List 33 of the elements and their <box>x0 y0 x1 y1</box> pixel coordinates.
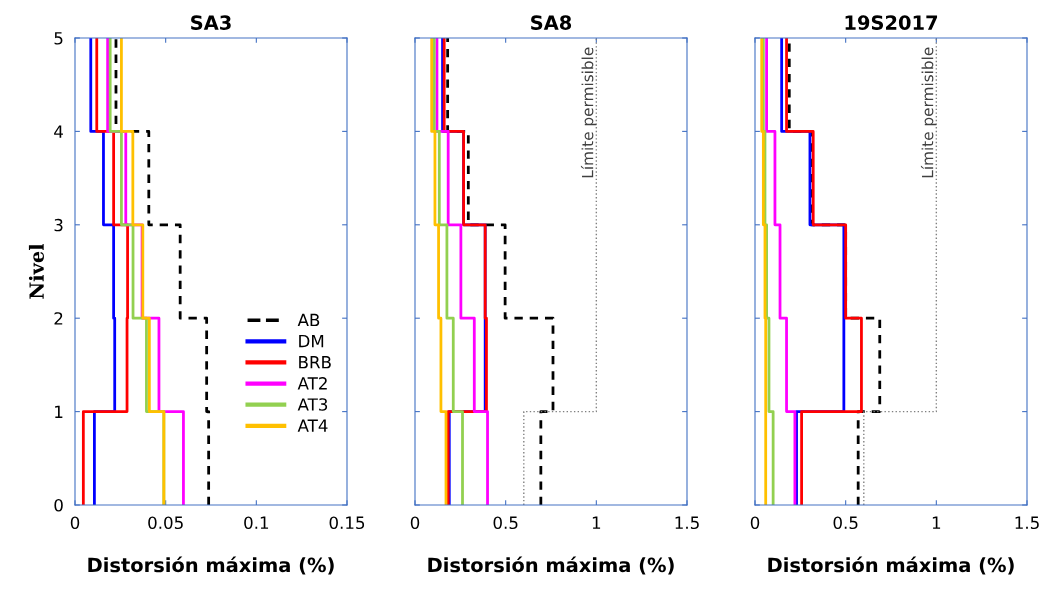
chart-title: 19S2017 <box>845 15 938 30</box>
x-tick-label: 1 <box>592 516 601 529</box>
x-tick-label: 0.5 <box>493 516 518 530</box>
legend-label: BRB <box>299 356 331 369</box>
legend-label: AT4 <box>297 419 328 432</box>
x-tick-label: 0 <box>70 516 80 530</box>
x-axis-title: Distorsión máxima (%) <box>88 556 334 575</box>
x-axis-title: Distorsión máxima (%) <box>428 556 674 575</box>
y-tick-label: 2 <box>54 312 63 325</box>
chart-title: SA8 <box>531 15 572 30</box>
x-tick-label: 1.5 <box>675 516 699 530</box>
y-tick-label: 4 <box>54 125 63 138</box>
x-tick-label: 0.15 <box>329 516 365 530</box>
legend-label: AT3 <box>297 398 328 411</box>
chart-title: SA3 <box>191 15 231 30</box>
text: Límite permisible <box>580 47 597 178</box>
x-tick-label: 0.1 <box>244 516 269 530</box>
x-tick-label: 1.5 <box>1015 516 1039 530</box>
x-axis-title: Distorsión máxima (%) <box>768 556 1014 575</box>
x-tick-label: 1 <box>932 516 941 529</box>
x-tick-label: 0.05 <box>148 516 183 530</box>
legend-label: AB <box>297 313 320 327</box>
y-tick-label: 1 <box>55 405 63 418</box>
y-tick-label: 5 <box>54 32 63 45</box>
legend-label: AT2 <box>297 377 327 390</box>
x-tick-label: 0 <box>410 516 420 530</box>
x-tick-label: 0 <box>750 516 760 530</box>
y-axis-title: Nivel <box>28 243 44 299</box>
y-tick-label: 0 <box>54 498 63 512</box>
x-tick-label: 0.5 <box>833 516 858 530</box>
text: Límite permisible <box>920 47 937 178</box>
y-tick-label: 3 <box>54 218 63 232</box>
legend-label: DM <box>299 334 324 348</box>
